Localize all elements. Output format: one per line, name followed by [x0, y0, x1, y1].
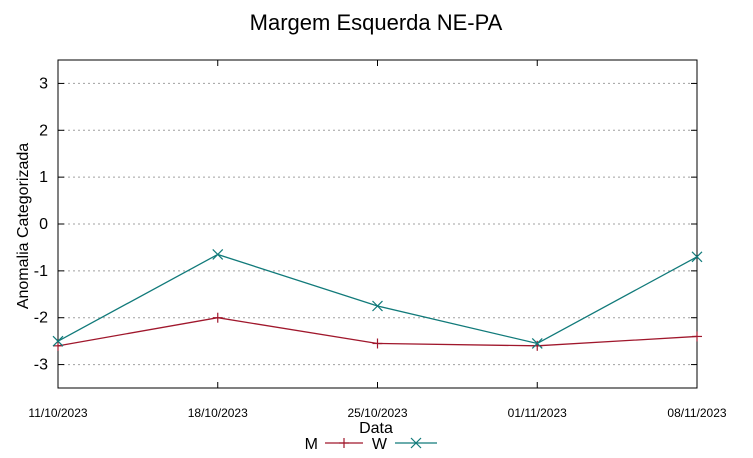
- y-tick-label: 1: [39, 169, 48, 186]
- x-tick-label: 25/10/2023: [347, 406, 407, 420]
- data-point-W: [691, 251, 703, 263]
- y-tick-label: 3: [39, 75, 48, 92]
- data-point-M: [692, 331, 702, 342]
- series-W: [52, 249, 703, 349]
- chart-title: Margem Esquerda NE-PA: [250, 10, 503, 35]
- x-tick-label: 11/10/2023: [28, 406, 87, 420]
- x-axis-label: Data: [359, 420, 393, 437]
- y-tick-label: -1: [34, 263, 48, 280]
- data-point-M: [53, 340, 63, 351]
- data-point-M: [532, 340, 543, 351]
- data-point-M: [212, 312, 223, 323]
- y-tick-label: -3: [34, 357, 48, 374]
- series-layer: [52, 249, 703, 351]
- data-point-W: [372, 300, 383, 312]
- legend-item-W: W: [372, 436, 437, 453]
- legend-marker: [410, 437, 422, 449]
- data-point-W: [52, 335, 64, 347]
- y-tick-label: 0: [39, 216, 48, 233]
- grid-lines: [58, 82, 697, 366]
- y-tick-label: 2: [39, 122, 48, 139]
- legend-item-M: M: [305, 436, 363, 453]
- data-point-W: [212, 249, 224, 260]
- series-M: [53, 312, 702, 351]
- legend-label: W: [372, 436, 388, 453]
- x-tick-label: 18/10/2023: [188, 406, 248, 420]
- legend-label: M: [305, 436, 318, 453]
- x-tick-label: 08/11/2023: [667, 406, 726, 420]
- legend-marker: [339, 438, 349, 448]
- data-point-W: [531, 338, 543, 349]
- y-tick-label: -2: [34, 310, 48, 327]
- axis-ticks: 3 2 1 0 -1 -2 -3 11/10/2023 18/10/2023 25/10/2023…: [28, 60, 727, 420]
- data-point-M: [372, 338, 383, 349]
- y-axis-label: Anomalia Categorizada: [15, 143, 32, 309]
- x-tick-label: 01/11/2023: [508, 406, 567, 420]
- series-line-W: [57, 253, 698, 345]
